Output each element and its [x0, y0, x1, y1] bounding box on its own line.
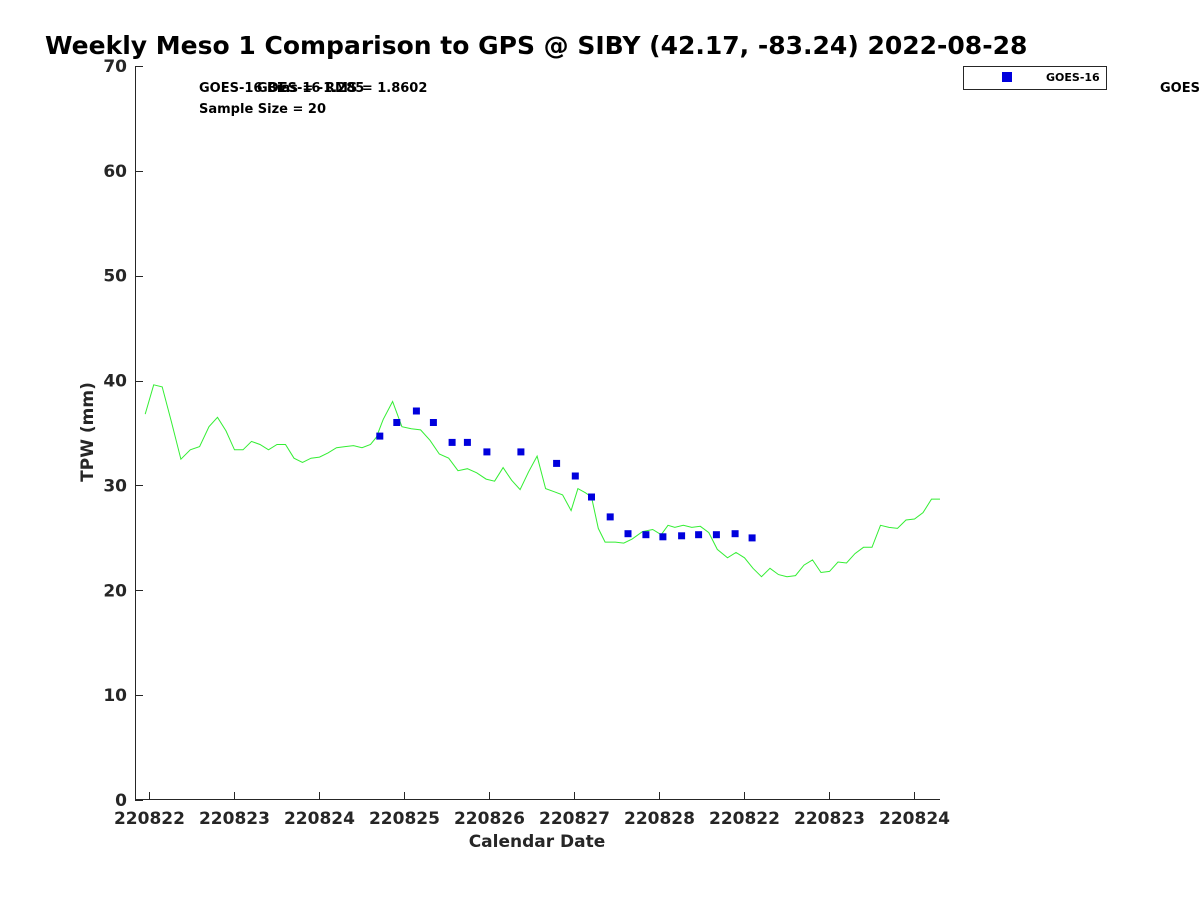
gps-line — [144, 384, 940, 578]
x-axis-label: Calendar Date — [469, 832, 606, 852]
goes16-point — [659, 533, 667, 541]
goes16-point — [695, 531, 703, 539]
rms-annotation: GOES-16 RMS = 1.8602 — [257, 81, 427, 96]
y-axis-label: TPW (mm) — [78, 382, 98, 482]
x-tick-label: 220827 — [539, 809, 610, 829]
legend: GOES-16 — [963, 66, 1107, 90]
goes16-point — [429, 419, 437, 426]
x-tick-label: 220824 — [879, 809, 950, 829]
y-tick-label: 60 — [103, 162, 127, 182]
goes16-point — [571, 472, 579, 480]
goes16-point — [624, 530, 632, 538]
y-tick-label: 30 — [103, 476, 127, 496]
x-tick-label: 220824 — [284, 809, 355, 829]
goes16-point — [642, 531, 650, 539]
x-tick-label: 220825 — [369, 809, 440, 829]
y-tick-label: 70 — [103, 57, 127, 77]
x-tick-label: 220822 — [709, 809, 780, 829]
x-tick-label: 220823 — [199, 809, 270, 829]
goes16-scatter-series — [376, 407, 756, 542]
x-tick-label: 220822 — [114, 809, 185, 829]
goes16-point — [376, 432, 384, 440]
goes16-point — [393, 419, 401, 426]
y-tick-label: 10 — [103, 686, 127, 706]
legend-label-goes16: GOES-16 — [1046, 71, 1100, 84]
clipped-annotation: GOES- — [1160, 81, 1200, 96]
goes16-point — [517, 448, 525, 456]
x-tick-label: 220826 — [454, 809, 525, 829]
sample-size-annotation: Sample Size = 20 — [199, 102, 326, 117]
goes16-point — [483, 448, 491, 456]
goes16-point — [463, 438, 471, 446]
y-tick-label: 40 — [103, 372, 127, 392]
legend-box — [963, 66, 1107, 90]
gps-line-series — [144, 384, 940, 578]
goes16-point — [553, 459, 561, 467]
y-tick-label: 50 — [103, 267, 127, 287]
goes16-point — [678, 532, 686, 540]
x-tick-label: 220828 — [624, 809, 695, 829]
x-ticks: 220822 220823 220824 220825 220826 220827 2208… — [114, 792, 950, 829]
x-tick-label: 220823 — [794, 809, 865, 829]
legend-marker-goes16 — [1002, 72, 1012, 82]
goes16-point — [712, 531, 720, 539]
goes16-point — [412, 407, 420, 415]
bias-annotation: GOES-16 Bias = -1.285 — [199, 81, 364, 96]
goes16-point — [588, 493, 595, 501]
goes16-point — [606, 513, 614, 521]
goes16-point — [748, 534, 756, 542]
goes16-point — [448, 438, 456, 446]
goes16-point — [731, 530, 739, 538]
chart-title: Weekly Meso 1 Comparison to GPS @ SIBY (… — [45, 31, 1027, 60]
y-ticks: 0 10 20 30 40 50 60 70 — [103, 57, 143, 811]
y-tick-label: 0 — [115, 791, 127, 811]
y-tick-label: 20 — [103, 581, 127, 601]
